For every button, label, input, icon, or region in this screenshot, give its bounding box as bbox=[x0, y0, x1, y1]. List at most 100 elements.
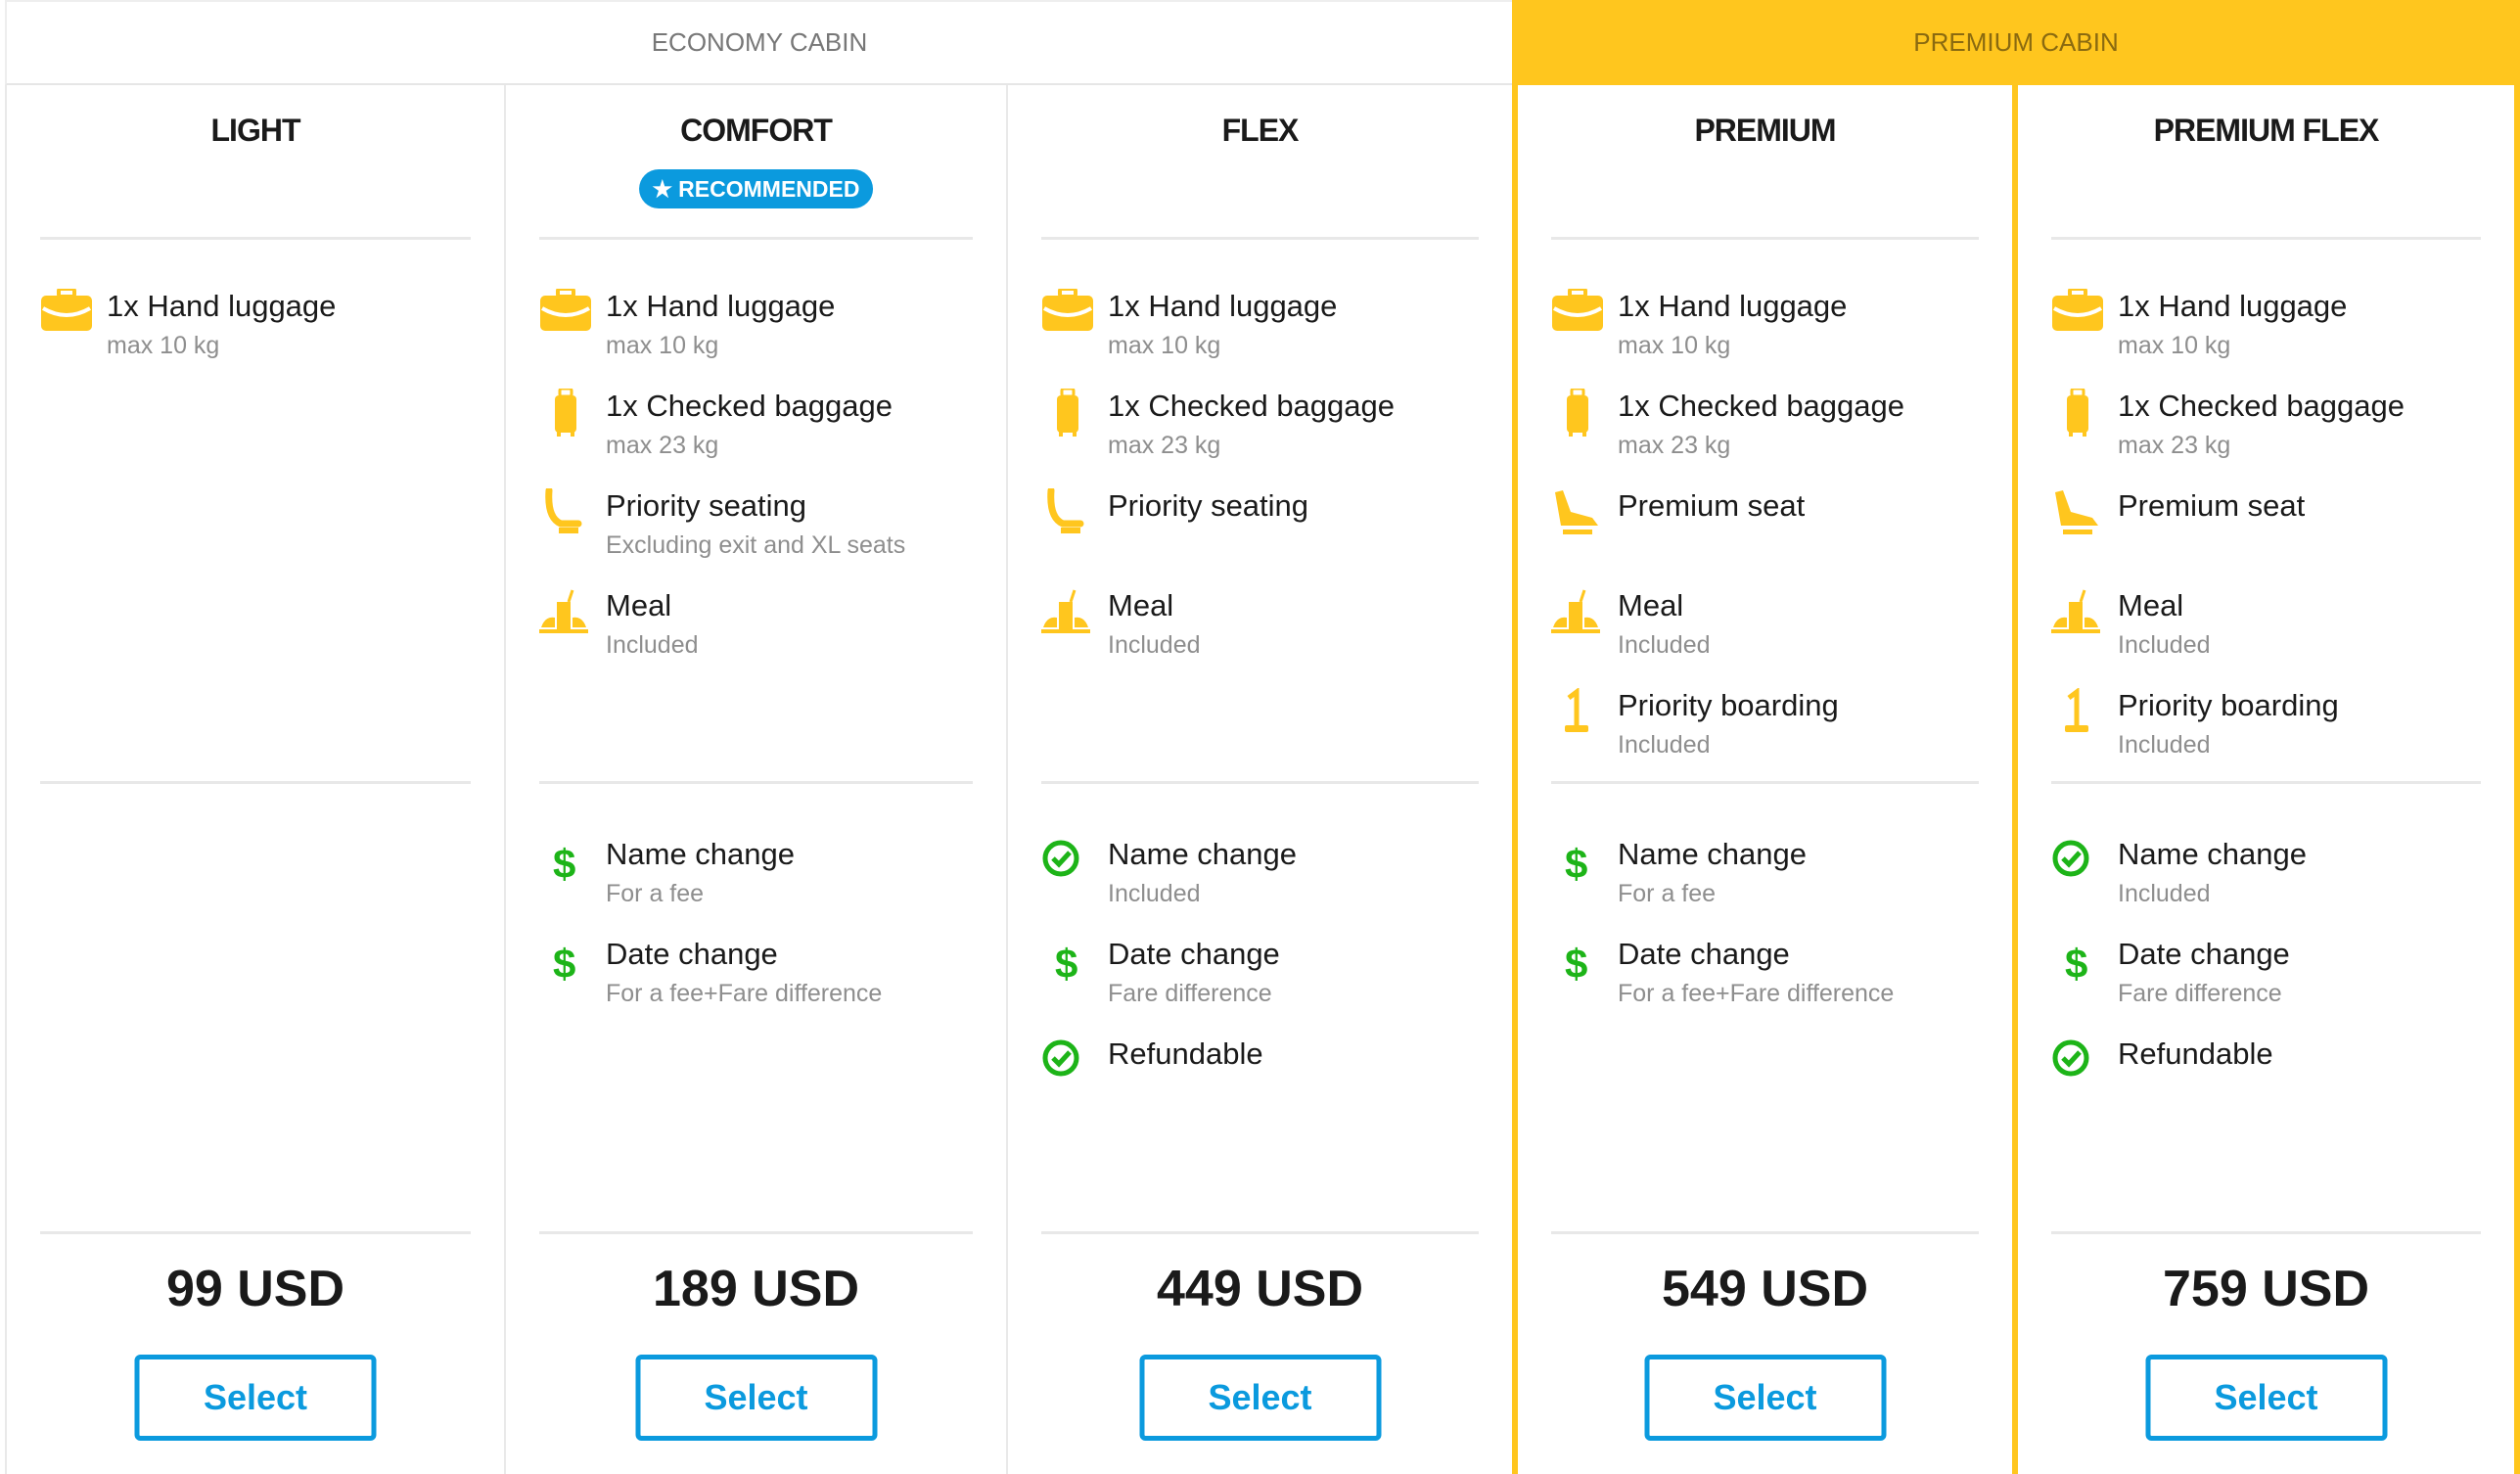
dollar-icon: $ bbox=[1041, 937, 1096, 987]
policy-item: Refundable bbox=[2051, 1036, 2504, 1134]
fare-price: 759 USD bbox=[2163, 1261, 2369, 1317]
policy-detail: Included bbox=[1108, 880, 1201, 907]
feature-title: 1x Hand luggage bbox=[606, 289, 836, 323]
policy-title: Name change bbox=[606, 837, 796, 871]
policy-item: $ Date change Fare difference bbox=[2051, 937, 2504, 1035]
seat-icon bbox=[1041, 486, 1096, 537]
policy-title: Name change bbox=[1618, 837, 1808, 871]
divider bbox=[40, 1231, 471, 1234]
economy-cabin-header: ECONOMY CABIN bbox=[5, 0, 1512, 85]
briefcase-icon bbox=[2051, 287, 2106, 338]
feature-item: 1x Checked baggage max 23 kg bbox=[539, 387, 996, 486]
feature-title: 1x Hand luggage bbox=[107, 289, 337, 323]
policy-detail: For a fee bbox=[606, 880, 705, 907]
feature-detail: max 23 kg bbox=[2118, 432, 2231, 459]
divider bbox=[1551, 781, 1979, 784]
fare-name: FLEX bbox=[1221, 113, 1300, 148]
divider bbox=[2051, 781, 2481, 784]
divider bbox=[1551, 1231, 1979, 1234]
divider bbox=[1041, 1231, 1479, 1234]
meal-icon bbox=[539, 588, 594, 637]
feature-item: Priority seating Excluding exit and XL se… bbox=[539, 486, 996, 586]
feature-title: Premium seat bbox=[1618, 488, 1806, 523]
feature-item: 1x Hand luggage max 10 kg bbox=[1041, 287, 1502, 387]
svg-text:$: $ bbox=[553, 941, 575, 986]
briefcase-icon bbox=[1041, 287, 1096, 338]
feature-detail: Included bbox=[2118, 731, 2211, 759]
feature-detail: max 23 kg bbox=[1618, 432, 1731, 459]
feature-item: Meal Included bbox=[2051, 588, 2504, 686]
feature-title: Meal bbox=[1108, 588, 1174, 622]
briefcase-icon bbox=[539, 287, 594, 338]
fare-column-premium: PREMIUM 1x Hand luggage max 10 kg 1x Checke… bbox=[1512, 85, 2012, 1474]
policy-item: $ Date change Fare difference bbox=[1041, 937, 1502, 1035]
feature-detail: max 23 kg bbox=[606, 432, 719, 459]
feature-title: Priority boarding bbox=[1618, 688, 1839, 722]
svg-text:$: $ bbox=[1565, 941, 1587, 986]
feature-item: 1x Hand luggage max 10 kg bbox=[40, 287, 494, 387]
policy-detail: Fare difference bbox=[1108, 980, 1272, 1007]
dollar-icon: $ bbox=[539, 937, 594, 987]
feature-title: Meal bbox=[1618, 588, 1684, 622]
feature-detail: max 10 kg bbox=[2118, 332, 2231, 359]
feature-detail: Included bbox=[1108, 631, 1201, 659]
check-circle-icon bbox=[2051, 1036, 2106, 1085]
feature-item: Meal Included bbox=[1041, 588, 1502, 686]
feature-title: Priority seating bbox=[1108, 488, 1309, 523]
feature-item: Priority seating bbox=[1041, 486, 1502, 586]
select-button[interactable]: Select bbox=[2145, 1355, 2387, 1441]
dollar-icon: $ bbox=[1551, 837, 1606, 887]
fare-name: PREMIUM FLEX bbox=[2153, 113, 2380, 148]
divider bbox=[1041, 781, 1479, 784]
fare-price: 189 USD bbox=[653, 1261, 859, 1317]
policy-detail: Included bbox=[2118, 880, 2211, 907]
feature-item: Priority boarding Included bbox=[1551, 687, 2002, 786]
divider bbox=[1551, 237, 1979, 240]
policy-item: Name change Included bbox=[2051, 837, 2504, 935]
check-circle-icon bbox=[1041, 1036, 1096, 1085]
policy-item: $ Name change For a fee bbox=[539, 837, 996, 935]
policy-title: Date change bbox=[1618, 937, 1790, 971]
policy-title: Refundable bbox=[1108, 1036, 1263, 1071]
select-button[interactable]: Select bbox=[1139, 1355, 1381, 1441]
check-circle-icon bbox=[2051, 837, 2106, 886]
feature-detail: max 23 kg bbox=[1108, 432, 1221, 459]
policy-title: Name change bbox=[1108, 837, 1298, 871]
divider bbox=[539, 781, 973, 784]
feature-title: Priority boarding bbox=[2118, 688, 2339, 722]
feature-detail: max 10 kg bbox=[107, 332, 220, 359]
priority-boarding-icon bbox=[1551, 687, 1606, 737]
recommended-badge: ★ RECOMMENDED bbox=[638, 169, 874, 208]
badge-label: RECOMMENDED bbox=[678, 175, 860, 202]
feature-detail: Included bbox=[1618, 731, 1711, 759]
premium-seat-icon bbox=[1551, 488, 1606, 537]
divider bbox=[539, 237, 973, 240]
feature-title: Meal bbox=[606, 588, 672, 622]
fare-column-premium-flex: PREMIUM FLEX 1x Hand luggage max 10 kg 1x C… bbox=[2012, 85, 2520, 1474]
premium-seat-icon bbox=[2051, 488, 2106, 537]
briefcase-icon bbox=[1551, 287, 1606, 338]
select-button[interactable]: Select bbox=[1644, 1355, 1886, 1441]
meal-icon bbox=[1551, 588, 1606, 637]
policy-detail: For a fee bbox=[1618, 880, 1717, 907]
fare-name: LIGHT bbox=[210, 113, 301, 148]
select-button[interactable]: Select bbox=[134, 1355, 377, 1441]
feature-item: 1x Checked baggage max 23 kg bbox=[1041, 387, 1502, 486]
fare-column-flex: FLEX 1x Hand luggage max 10 kg 1x Checked b… bbox=[1006, 85, 1512, 1474]
suitcase-icon bbox=[1551, 387, 1606, 438]
svg-text:$: $ bbox=[2065, 941, 2087, 986]
feature-detail: Included bbox=[2118, 631, 2211, 659]
feature-title: 1x Checked baggage bbox=[1108, 389, 1396, 423]
divider bbox=[1041, 237, 1479, 240]
suitcase-icon bbox=[539, 387, 594, 438]
feature-detail: max 10 kg bbox=[1108, 332, 1221, 359]
feature-item: 1x Checked baggage max 23 kg bbox=[1551, 387, 2002, 486]
fare-name: PREMIUM bbox=[1694, 113, 1836, 148]
select-button[interactable]: Select bbox=[635, 1355, 877, 1441]
feature-title: 1x Hand luggage bbox=[1108, 289, 1338, 323]
dollar-icon: $ bbox=[539, 837, 594, 887]
meal-icon bbox=[1041, 588, 1096, 637]
policy-title: Refundable bbox=[2118, 1036, 2273, 1071]
feature-item: 1x Hand luggage max 10 kg bbox=[539, 287, 996, 387]
feature-item: 1x Hand luggage max 10 kg bbox=[1551, 287, 2002, 387]
